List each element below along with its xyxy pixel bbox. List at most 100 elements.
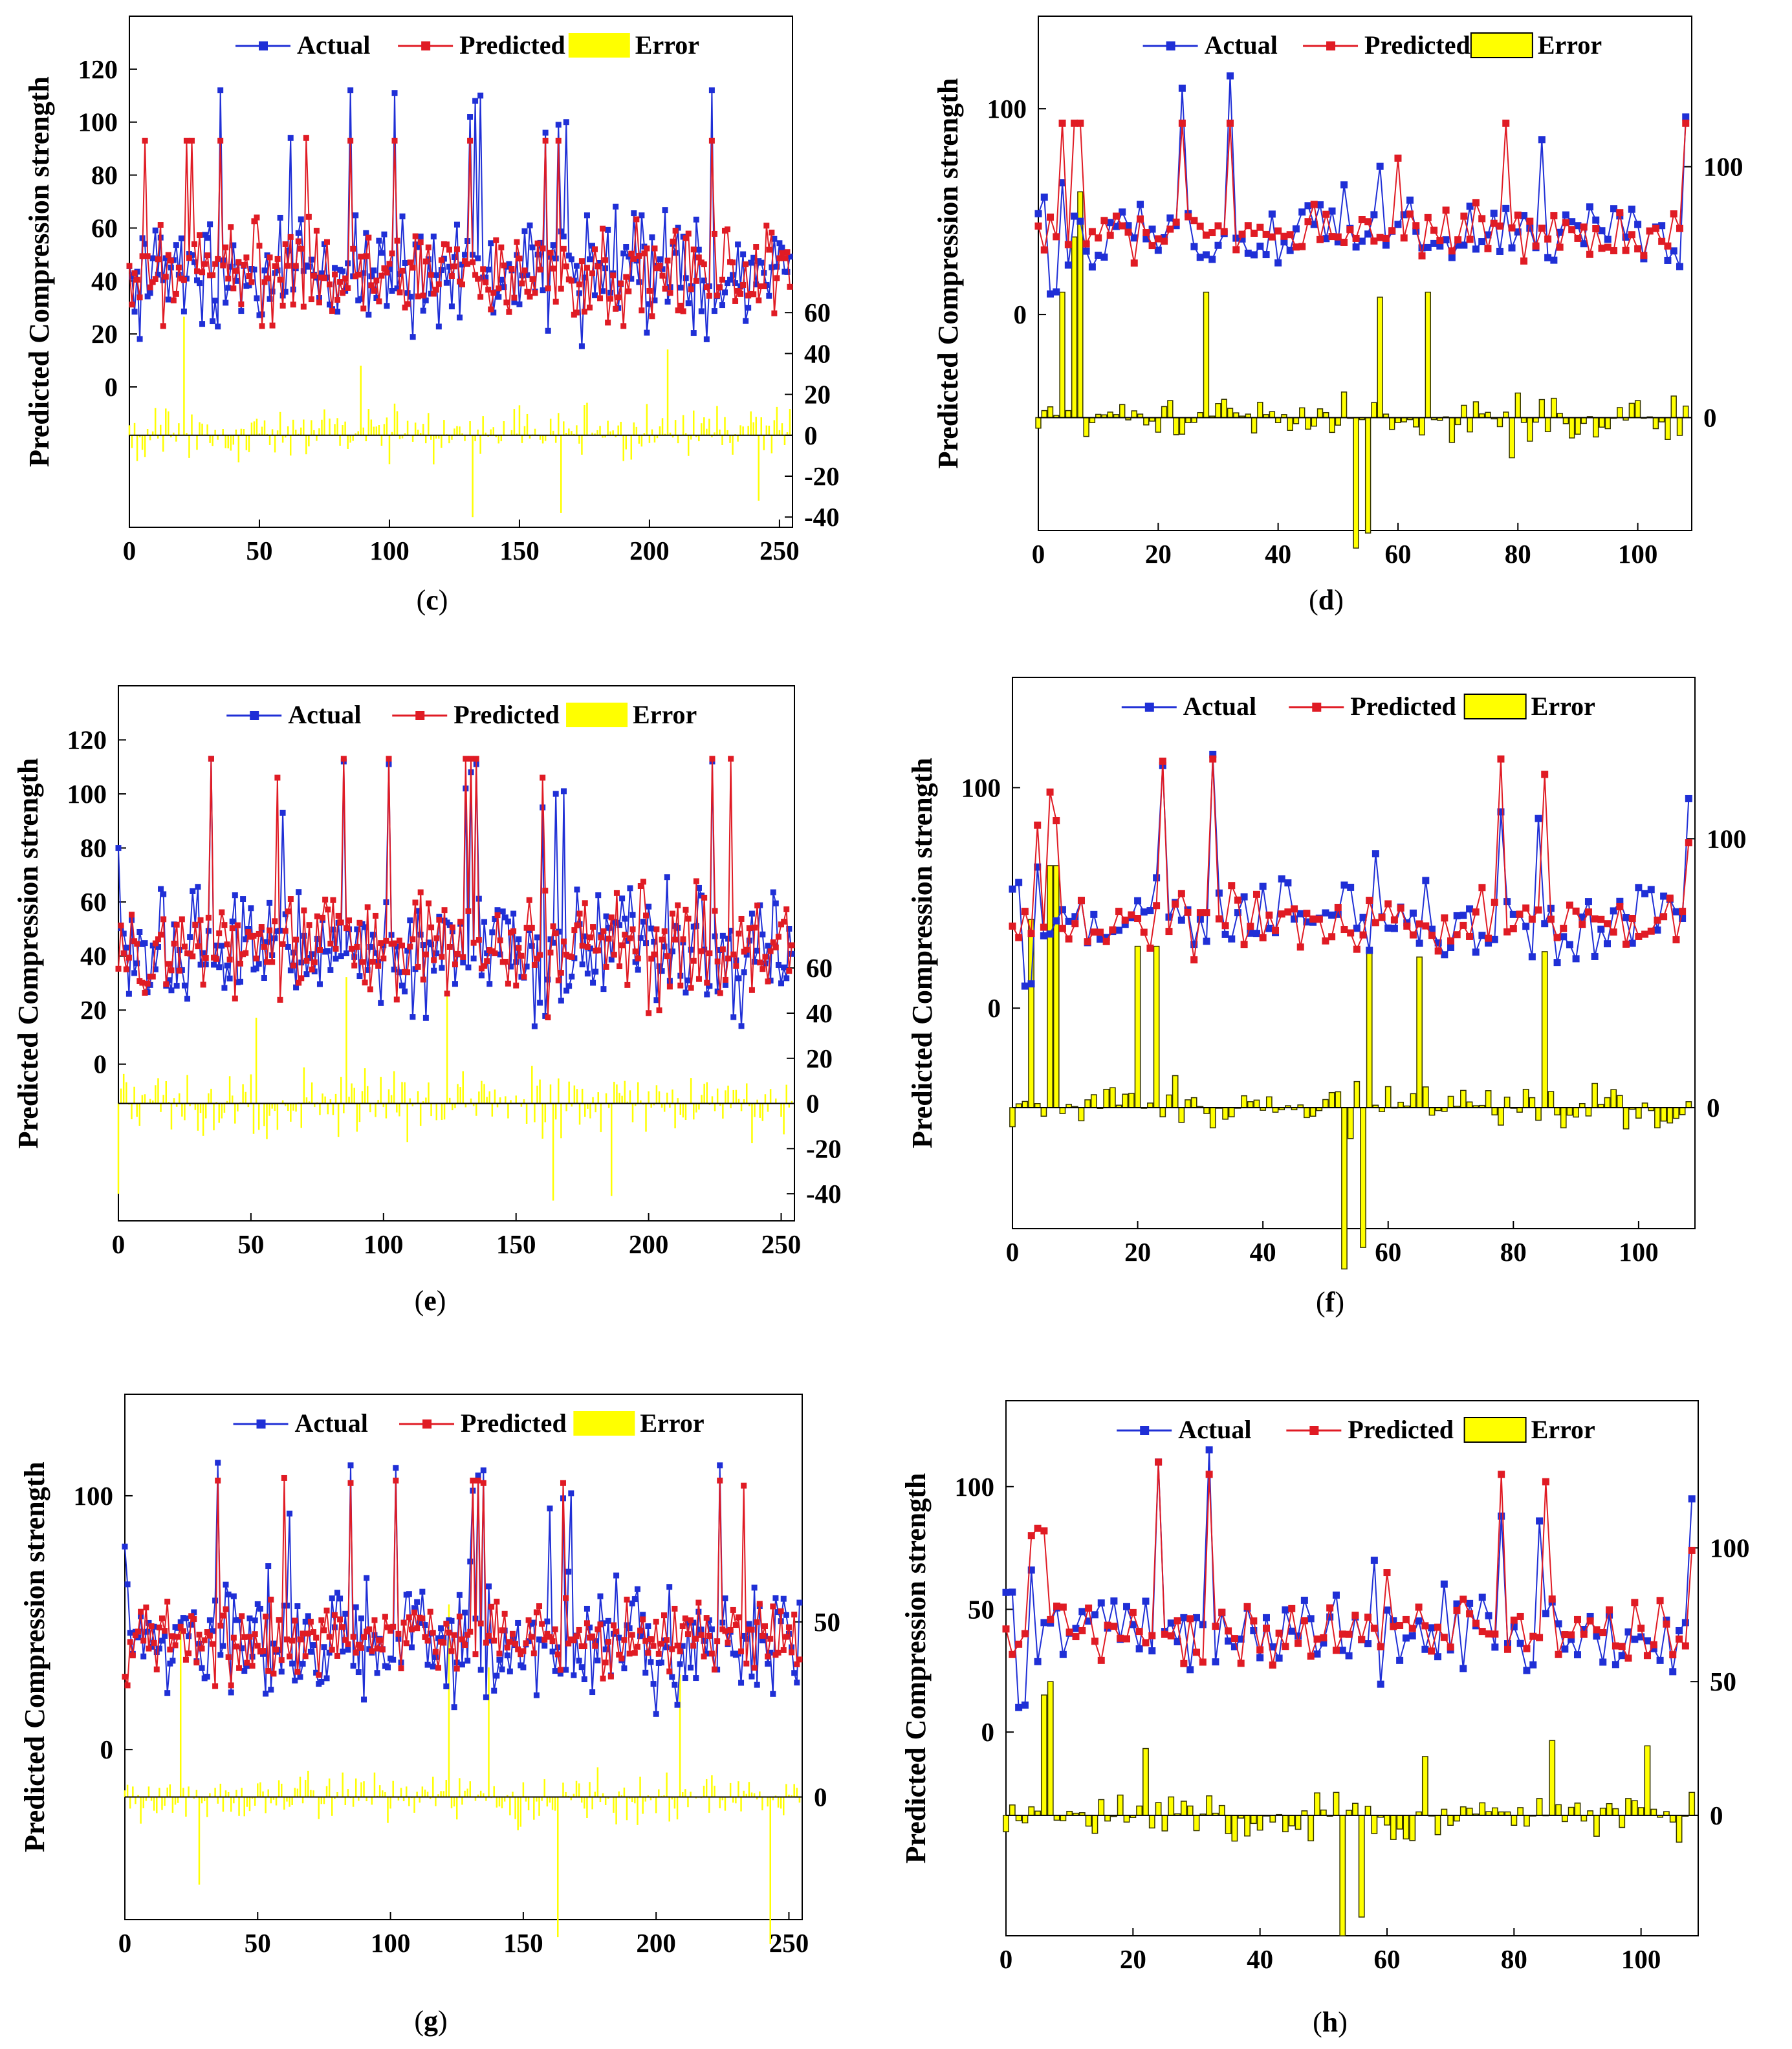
- predicted-point: [1351, 1612, 1359, 1619]
- actual-point: [530, 1619, 537, 1626]
- error-bar: [1384, 1086, 1392, 1108]
- actual-point: [1095, 252, 1102, 259]
- error-series: [1003, 1681, 1696, 1936]
- predicted-point: [1109, 926, 1117, 934]
- predicted-point: [1346, 226, 1354, 234]
- predicted-point: [1047, 1616, 1054, 1623]
- predicted-point: [258, 924, 265, 930]
- predicted-point: [269, 959, 276, 965]
- predicted-point: [1485, 1630, 1492, 1638]
- predicted-point: [197, 917, 204, 923]
- predicted-point: [526, 897, 532, 903]
- actual-point: [386, 266, 393, 272]
- actual-point: [1102, 934, 1110, 941]
- predicted-point: [1434, 947, 1442, 955]
- predicted-point: [459, 1636, 465, 1643]
- predicted-point: [1303, 910, 1311, 917]
- panel-caption-letter: e: [424, 1285, 437, 1317]
- actual-point: [1129, 1621, 1137, 1628]
- predicted-point: [1230, 1635, 1238, 1643]
- predicted-point: [1485, 934, 1492, 942]
- actual-point: [719, 302, 725, 309]
- actual-point: [452, 981, 458, 987]
- predicted-point: [1466, 236, 1474, 243]
- actual-point: [301, 932, 307, 939]
- actual-point: [1027, 980, 1035, 988]
- predicted-point: [267, 254, 273, 261]
- actual-point: [1478, 1594, 1486, 1601]
- actual-point: [592, 1638, 598, 1645]
- predicted-point: [470, 1477, 476, 1484]
- predicted-point: [163, 981, 169, 987]
- predicted-point: [1623, 940, 1630, 948]
- error-bar: [1421, 1756, 1428, 1816]
- actual-point: [550, 242, 556, 248]
- actual-point: [1278, 875, 1285, 882]
- predicted-point: [156, 1624, 162, 1630]
- actual-point: [741, 969, 747, 976]
- actual-point: [1406, 196, 1414, 204]
- actual-point: [268, 1687, 274, 1693]
- actual-point: [296, 889, 302, 895]
- predicted-point: [277, 996, 283, 1003]
- right-tick-label: 100: [1703, 152, 1743, 182]
- predicted-point: [1394, 154, 1402, 162]
- predicted-point: [542, 137, 549, 144]
- actual-point: [173, 242, 179, 248]
- predicted-point: [316, 1672, 322, 1678]
- predicted-point: [1077, 897, 1085, 904]
- x-tick-label: 40: [1250, 1237, 1276, 1267]
- actual-point: [415, 908, 421, 914]
- error-bar: [1428, 1107, 1436, 1116]
- actual-point: [584, 212, 590, 219]
- predicted-point: [1598, 245, 1606, 252]
- predicted-point: [690, 247, 697, 253]
- actual-point: [597, 1593, 604, 1599]
- predicted-point: [1412, 222, 1420, 230]
- predicted-point: [467, 137, 474, 144]
- actual-point: [497, 951, 503, 958]
- predicted-point: [320, 914, 326, 921]
- x-tick-label: 20: [1145, 539, 1172, 569]
- predicted-point: [595, 263, 601, 270]
- x-tick-label: 0: [1006, 1237, 1020, 1267]
- actual-point: [1434, 939, 1442, 947]
- actual-point: [558, 998, 564, 1004]
- actual-point: [560, 788, 567, 794]
- legend-error-label: Error: [635, 30, 699, 60]
- predicted-point: [607, 1673, 614, 1680]
- predicted-point: [173, 290, 179, 297]
- predicted-point: [509, 1630, 516, 1637]
- actual-point: [129, 274, 135, 280]
- actual-point: [378, 250, 385, 256]
- predicted-point: [1640, 252, 1648, 259]
- predicted-point: [1406, 210, 1414, 218]
- predicted-point: [1097, 1656, 1105, 1664]
- error-bar: [1040, 1107, 1047, 1117]
- predicted-point: [267, 927, 273, 934]
- predicted-point: [464, 1632, 471, 1638]
- actual-point: [307, 1649, 314, 1655]
- predicted-point: [496, 1650, 503, 1657]
- left-tick-label: 100: [961, 772, 1001, 802]
- left-tick-label: 100: [987, 94, 1027, 124]
- predicted-point: [1247, 923, 1254, 930]
- predicted-point: [617, 963, 623, 970]
- actual-point: [674, 1702, 681, 1708]
- predicted-point: [245, 929, 252, 936]
- predicted-point: [369, 958, 376, 965]
- predicted-point: [1292, 243, 1300, 251]
- error-bar: [1341, 1107, 1348, 1270]
- actual-point: [206, 1617, 213, 1623]
- predicted-point: [547, 1634, 553, 1640]
- actual-point: [191, 1609, 197, 1616]
- actual-point: [769, 264, 775, 270]
- error-bar: [1568, 1806, 1575, 1816]
- predicted-point: [1520, 257, 1528, 265]
- actual-point: [298, 216, 304, 223]
- predicted-point: [331, 1612, 338, 1618]
- actual-point: [397, 271, 403, 278]
- predicted-point: [636, 252, 642, 259]
- actual-point: [1097, 936, 1104, 943]
- predicted-point: [796, 1656, 803, 1663]
